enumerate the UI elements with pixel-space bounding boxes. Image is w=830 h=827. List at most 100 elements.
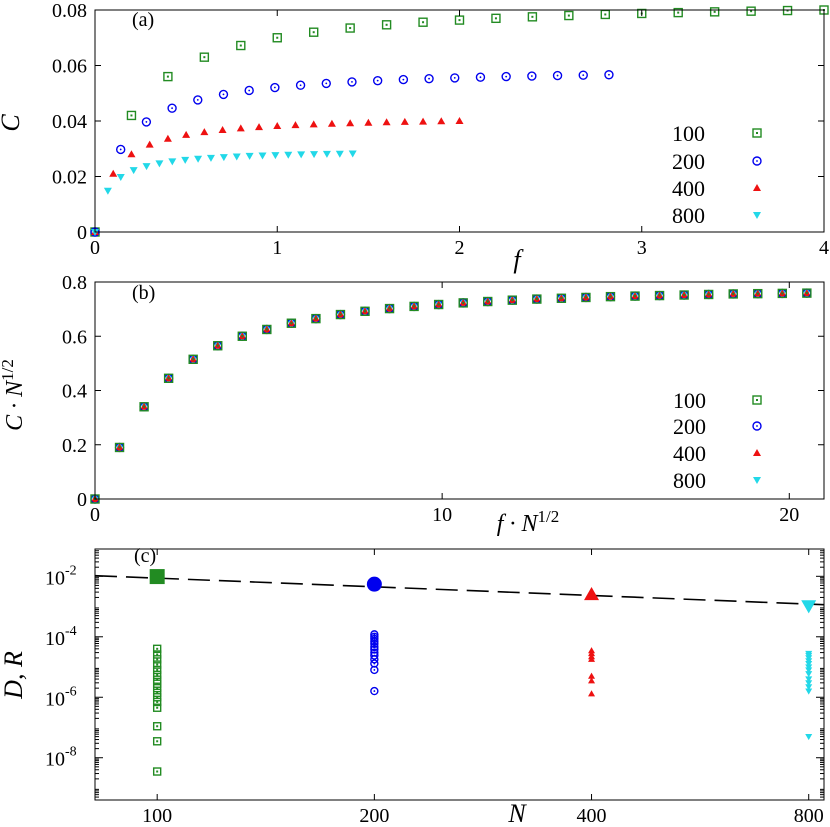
panel-a-point-800	[103, 187, 112, 195]
panel-a-point-800	[232, 153, 241, 161]
panel-b-point-100	[188, 354, 198, 365]
panel-a-point-800	[206, 154, 215, 162]
panel-b-point-100	[605, 291, 616, 302]
panel-a-point-400	[163, 134, 172, 142]
panel-a-point-200-ring	[604, 70, 614, 80]
panel-c-ytick-label: 10	[45, 749, 65, 771]
panel-a-point-200-dot	[530, 75, 533, 77]
panel-a-point-200-ring	[475, 72, 486, 82]
panel-b-point-100-dot	[609, 295, 612, 298]
panel-c-ytick-label: 10	[45, 628, 65, 650]
panel-c-r-point-800	[805, 680, 813, 687]
panel-c-ytick-exponent: -6	[65, 684, 77, 699]
panel-b-legend-marker-100	[752, 395, 762, 405]
panel-b-series-100	[90, 288, 812, 504]
panel-c-r-point-100	[152, 767, 162, 776]
panel-b-point-100-outer	[630, 291, 640, 301]
panel-b-point-100-dot	[290, 322, 293, 325]
panel-b-point-100	[581, 292, 591, 303]
panel-a-point-200-ring	[193, 95, 203, 105]
panel-a-point-100-outer	[782, 5, 793, 16]
panel-a-point-200-ring	[270, 82, 280, 93]
panel-c-r-point-100	[152, 693, 162, 702]
panel-a-series-400	[91, 117, 464, 235]
panel-c-r-point-400	[588, 655, 596, 662]
panel-c-xtick-label: 100	[142, 805, 172, 827]
panel-a-point-200	[424, 73, 434, 84]
panel-a-ytick-label: 0.06	[52, 56, 87, 78]
panel-c-r-point-100	[152, 722, 162, 731]
panel-b-point-100-outer	[728, 289, 738, 299]
panel-a-point-800	[271, 152, 280, 160]
panel-a-point-100-outer	[746, 6, 756, 16]
panel-b-point-100-outer	[458, 298, 468, 308]
panel-a-point-100-outer	[709, 7, 720, 17]
panel-c-xtick-label: 200	[359, 805, 389, 827]
panel-a-ticks: 0 1 2 3 4 0 0.02 0.04 0.06 0.08	[52, 0, 829, 259]
panel-c-r-point-200	[370, 686, 379, 696]
panel-a-point-100	[454, 15, 465, 25]
panel-a-xtick-label: 2	[455, 237, 465, 259]
panel-c-r-point-100-dot	[156, 770, 159, 773]
panel-c-r-point-100	[152, 650, 162, 659]
panel-b-point-100-outer	[605, 291, 616, 302]
panel-b-point-100-dot	[805, 292, 808, 295]
panel-b-point-100-outer	[237, 331, 247, 341]
panel-b-point-100-dot	[339, 313, 342, 316]
panel-b-point-100-dot	[241, 335, 244, 338]
panel-a-point-100-dot	[786, 9, 789, 12]
panel-a-point-100	[126, 110, 137, 121]
panel-c-r-point-100	[152, 697, 162, 707]
panel-a-point-100	[418, 17, 428, 27]
panel-a-point-100	[673, 7, 683, 18]
panel-a-point-400	[182, 130, 191, 138]
panel-a-point-200	[527, 71, 537, 81]
panel-b-point-100-outer	[679, 290, 689, 300]
panel-b-legend-marker-200-dot	[756, 425, 758, 427]
panel-b-point-100-dot	[560, 297, 563, 300]
panel-a-point-200-dot	[273, 86, 276, 89]
panel-b-label: (b)	[132, 282, 155, 304]
panel-a-point-200	[398, 74, 409, 85]
panel-b-point-100-dot	[364, 310, 367, 313]
panel-a-point-800	[297, 151, 306, 159]
panel-b-legend-label-200: 200	[673, 414, 706, 439]
panel-c-r-point-100	[152, 665, 162, 675]
panel-b-point-100-dot	[756, 292, 759, 295]
panel-a-point-200	[167, 103, 177, 113]
panel-b-point-100-dot	[462, 301, 465, 304]
panel-a-point-200-ring	[527, 71, 537, 81]
panel-b-point-100	[311, 313, 321, 324]
panel-c-r-point-800	[805, 684, 813, 691]
panel-a-point-100	[272, 33, 282, 43]
panel-a-point-100	[782, 5, 793, 16]
panel-a-point-100	[491, 13, 501, 24]
panel-a-point-100-dot	[166, 75, 169, 78]
panel-a-xtick-label: 1	[272, 237, 282, 259]
panel-b-ytick-label: 0	[77, 489, 87, 511]
panel-a-point-100	[199, 52, 210, 62]
panel-c-ytick-exponent: -2	[65, 563, 77, 578]
panel-c-r-point-800	[805, 667, 813, 674]
panel-a-point-100-dot	[422, 21, 425, 24]
panel-a-point-800	[348, 150, 357, 158]
panel-b-point-100-outer	[262, 324, 272, 335]
panel-c-r-point-100-outer	[152, 767, 162, 776]
panel-a-point-200-ring	[115, 144, 126, 155]
panel-b-point-100	[654, 290, 665, 301]
panel-c-r-point-800	[805, 733, 813, 741]
panel-b-point-100	[384, 303, 395, 314]
panel-a-point-200-dot	[608, 73, 610, 76]
panel-a-legend-marker-100-outer	[752, 128, 762, 138]
panel-b-point-100	[728, 289, 738, 299]
panel-a-point-100-dot	[276, 36, 279, 39]
panel-c-ytick-label: 10	[45, 688, 65, 710]
panel-a-series-100	[90, 5, 829, 237]
panel-a-point-100-outer	[309, 27, 319, 37]
panel-a-point-800	[168, 158, 177, 166]
panel-c-r-point-100-outer	[152, 660, 162, 669]
panel-c-r-point-100-dot	[156, 740, 159, 743]
panel-a-point-100-dot	[312, 31, 315, 34]
